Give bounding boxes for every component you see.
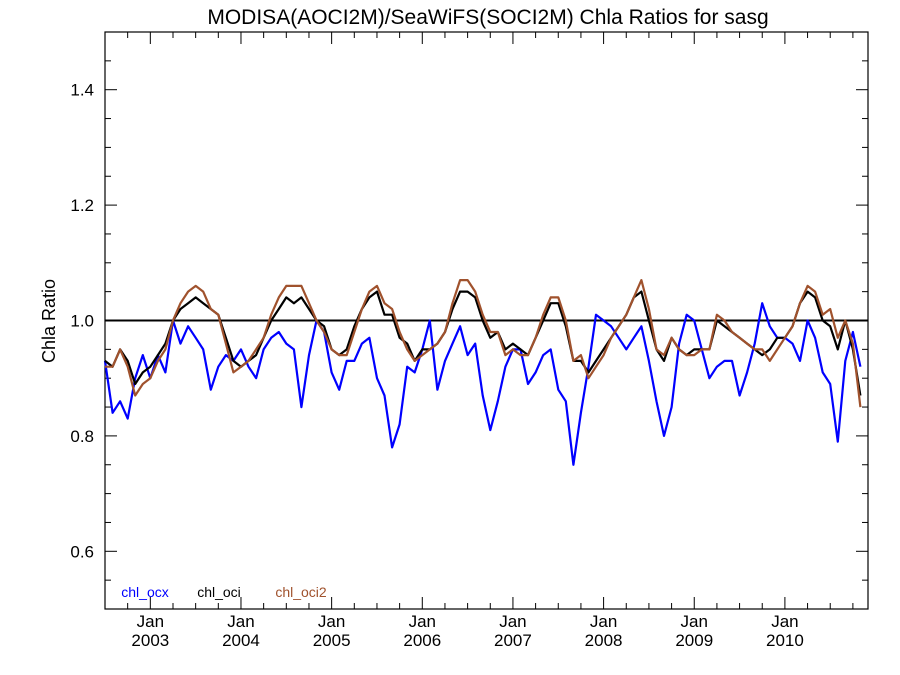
legend-item-chl-ocx: chl_ocx	[121, 584, 168, 600]
x-tick-label-year: 2004	[222, 631, 260, 650]
x-axis: Jan2003Jan2004Jan2005Jan2006Jan2007Jan20…	[104, 32, 854, 650]
x-tick-label-year: 2006	[403, 631, 441, 650]
series-layer	[103, 279, 862, 466]
legend-item-chl-oci2: chl_oci2	[275, 584, 327, 600]
y-axis-label: Chla Ratio	[39, 279, 59, 363]
x-tick-label-month: Jan	[590, 612, 617, 631]
chart-title: MODISA(AOCI2M)/SeaWiFS(SOCI2M) Chla Rati…	[207, 6, 768, 29]
x-tick-label-month: Jan	[318, 612, 345, 631]
x-tick-label-year: 2009	[675, 631, 713, 650]
x-tick-label-year: 2008	[585, 631, 623, 650]
series-line-chl-oci2	[105, 279, 862, 408]
y-tick-label: 1.0	[70, 312, 94, 331]
y-tick-label: 1.4	[70, 81, 94, 100]
x-tick-label-year: 2003	[131, 631, 169, 650]
x-tick-label-month: Jan	[499, 612, 526, 631]
x-tick-label-month: Jan	[681, 612, 708, 631]
x-tick-label-month: Jan	[137, 612, 164, 631]
x-tick-label-month: Jan	[771, 612, 798, 631]
legend-item-chl-oci: chl_oci	[197, 584, 241, 600]
x-tick-label-month: Jan	[409, 612, 436, 631]
x-tick-label-year: 2007	[494, 631, 532, 650]
y-tick-label: 0.8	[70, 427, 94, 446]
x-tick-label-year: 2010	[766, 631, 804, 650]
series-line-chl-ocx	[103, 302, 862, 466]
y-tick-label: 1.2	[70, 196, 94, 215]
legend: chl_ocx chl_oci chl_oci2	[121, 584, 327, 600]
y-tick-label: 0.6	[70, 542, 94, 561]
x-tick-label-month: Jan	[227, 612, 254, 631]
x-tick-label-year: 2005	[313, 631, 351, 650]
